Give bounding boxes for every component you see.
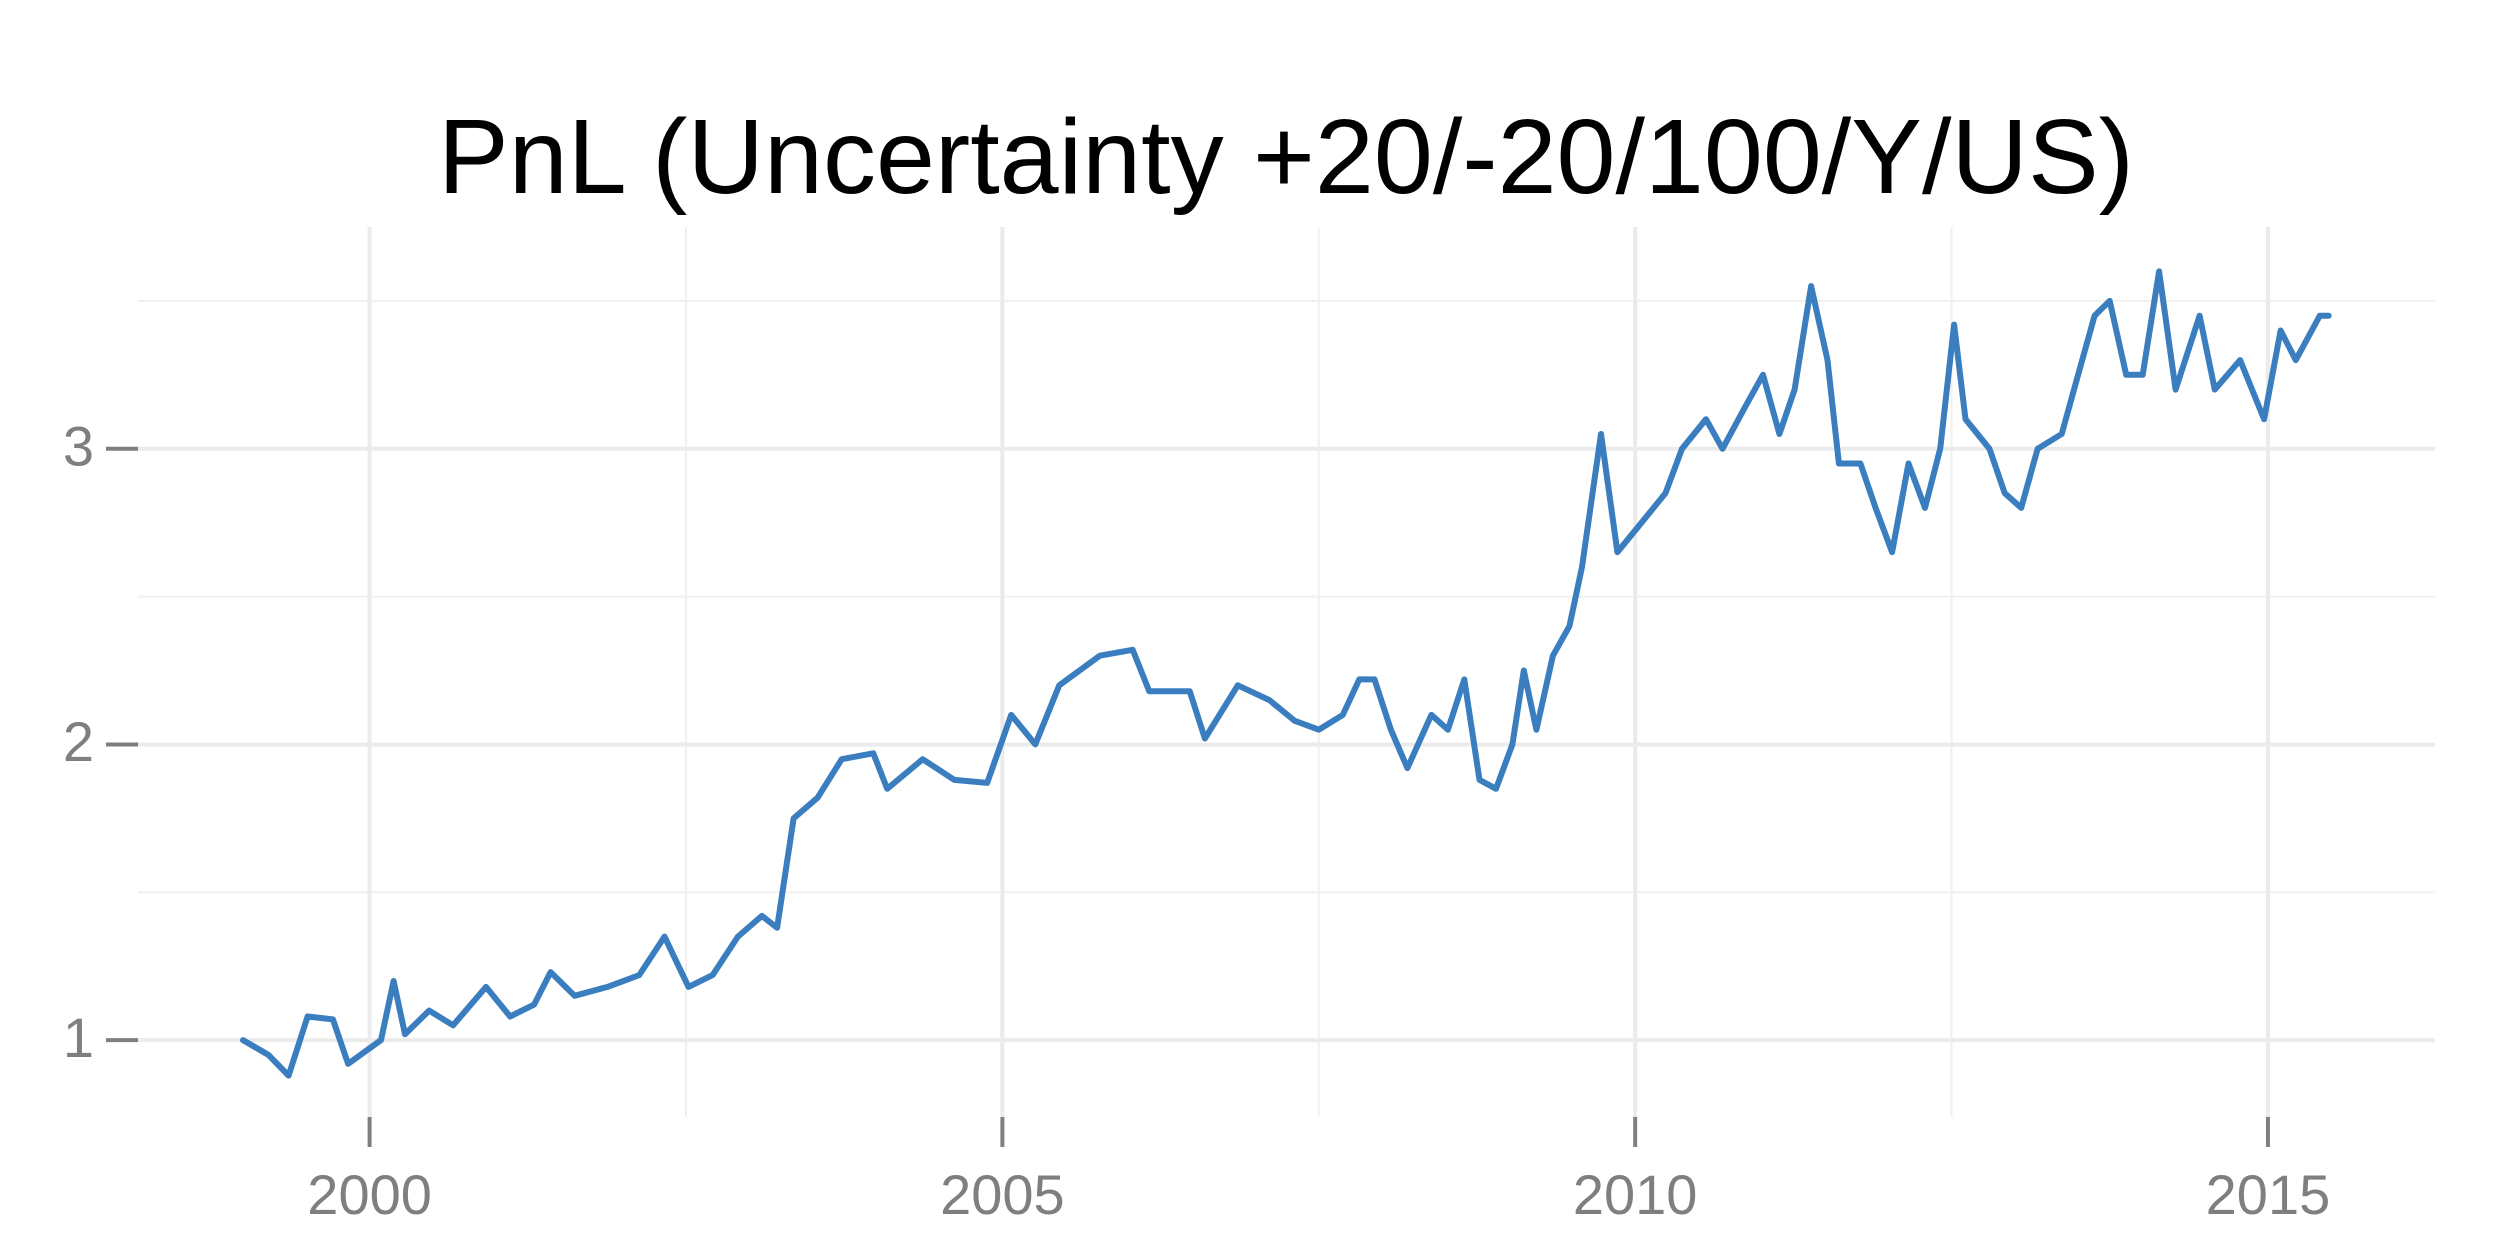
pnl-line [240, 268, 2332, 1079]
y-tick-label: 3 [63, 415, 94, 478]
x-tick-label: 2010 [1573, 1163, 1698, 1226]
y-tick-label: 1 [63, 1006, 94, 1069]
y-tick-label: 2 [63, 710, 94, 773]
x-tick-label: 2015 [2206, 1163, 2331, 1226]
x-tick-label: 2000 [307, 1163, 432, 1226]
chart-title: PnL (Uncertainty +20/-20/100/Y/US) [438, 98, 2134, 216]
x-tick-label: 2005 [940, 1163, 1065, 1226]
